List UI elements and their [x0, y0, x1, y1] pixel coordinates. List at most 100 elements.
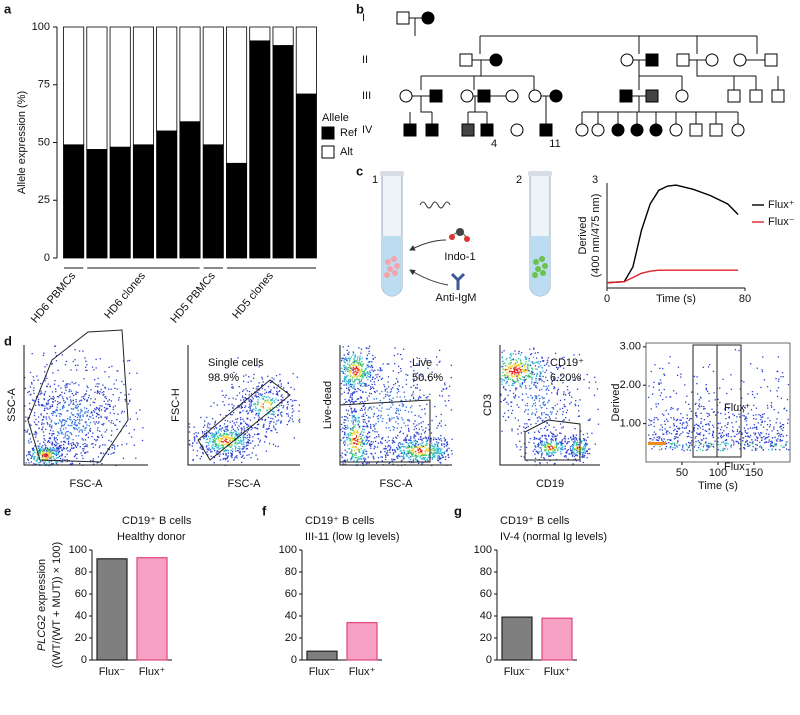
dot	[518, 366, 521, 368]
dot	[653, 431, 656, 433]
gate	[692, 344, 718, 458]
dot	[536, 374, 538, 376]
dot	[40, 413, 42, 415]
dot	[394, 451, 397, 453]
dot	[375, 398, 378, 400]
dot	[351, 432, 353, 435]
dot	[361, 430, 363, 433]
dot	[437, 455, 439, 458]
dot	[688, 419, 690, 421]
dot	[64, 456, 66, 458]
dot	[66, 438, 68, 440]
dot	[551, 383, 553, 385]
dot	[250, 400, 252, 402]
dot	[524, 363, 527, 365]
dot	[91, 412, 93, 414]
dot	[361, 370, 363, 373]
dot	[231, 386, 233, 389]
dot	[106, 429, 108, 431]
dot	[376, 446, 379, 448]
dot	[364, 425, 366, 428]
dot	[441, 443, 443, 445]
dot	[238, 385, 240, 388]
dot	[540, 443, 542, 445]
dot	[373, 406, 375, 408]
dot	[365, 383, 367, 385]
dot	[422, 445, 424, 447]
dot	[349, 402, 352, 404]
dot	[344, 378, 347, 380]
dot	[574, 379, 576, 381]
dot	[535, 386, 537, 388]
dot	[345, 356, 347, 359]
dot	[257, 388, 259, 390]
legend-label: Flux⁻	[768, 216, 795, 228]
dot	[655, 433, 657, 435]
dot	[516, 368, 518, 370]
dot	[76, 428, 79, 431]
dot	[785, 448, 788, 450]
dot	[55, 355, 58, 357]
dot	[416, 363, 418, 365]
dot	[536, 411, 538, 413]
dot	[416, 387, 419, 389]
dot	[113, 412, 115, 415]
dot	[357, 363, 360, 365]
dot	[532, 412, 534, 414]
dot	[278, 410, 280, 412]
dot	[346, 363, 349, 365]
dot	[423, 458, 425, 461]
dot	[59, 450, 61, 453]
dot	[505, 359, 507, 361]
dot	[234, 445, 236, 447]
dot	[550, 382, 553, 384]
dot	[43, 352, 45, 354]
dot	[371, 366, 373, 368]
dot	[133, 429, 135, 431]
dot	[220, 433, 222, 435]
dot	[288, 419, 291, 422]
dot	[680, 413, 682, 415]
dot	[243, 401, 246, 403]
dot	[685, 427, 687, 429]
dot	[407, 439, 410, 441]
dot	[240, 422, 243, 425]
dot	[508, 366, 511, 368]
dot	[75, 393, 77, 395]
dot	[412, 455, 414, 457]
dot	[40, 404, 43, 407]
dot	[360, 407, 363, 410]
dot	[352, 421, 354, 423]
dot	[45, 452, 47, 454]
dot	[221, 444, 224, 447]
dot	[45, 446, 47, 449]
dot	[46, 412, 48, 415]
dot	[355, 370, 357, 372]
dot	[568, 392, 570, 394]
dot	[86, 385, 88, 387]
dot	[236, 418, 239, 420]
dot	[263, 401, 266, 403]
y-tick-label: 100	[279, 544, 297, 556]
dot	[778, 378, 780, 380]
dot	[546, 407, 548, 410]
dot	[515, 444, 517, 446]
dot	[257, 409, 260, 412]
dot	[348, 367, 350, 369]
dot	[588, 381, 590, 383]
dot	[70, 412, 73, 414]
dot	[55, 462, 57, 464]
dot	[569, 391, 571, 393]
dot	[46, 454, 49, 456]
generation-label: IV	[362, 124, 373, 136]
bar-segment	[63, 144, 85, 259]
dot	[360, 458, 362, 460]
dot	[736, 433, 738, 436]
dot	[265, 396, 268, 398]
dot	[81, 410, 83, 412]
dot	[46, 463, 48, 465]
dot	[544, 364, 546, 367]
dot	[504, 369, 507, 371]
dot	[47, 383, 49, 385]
dot	[85, 411, 87, 413]
